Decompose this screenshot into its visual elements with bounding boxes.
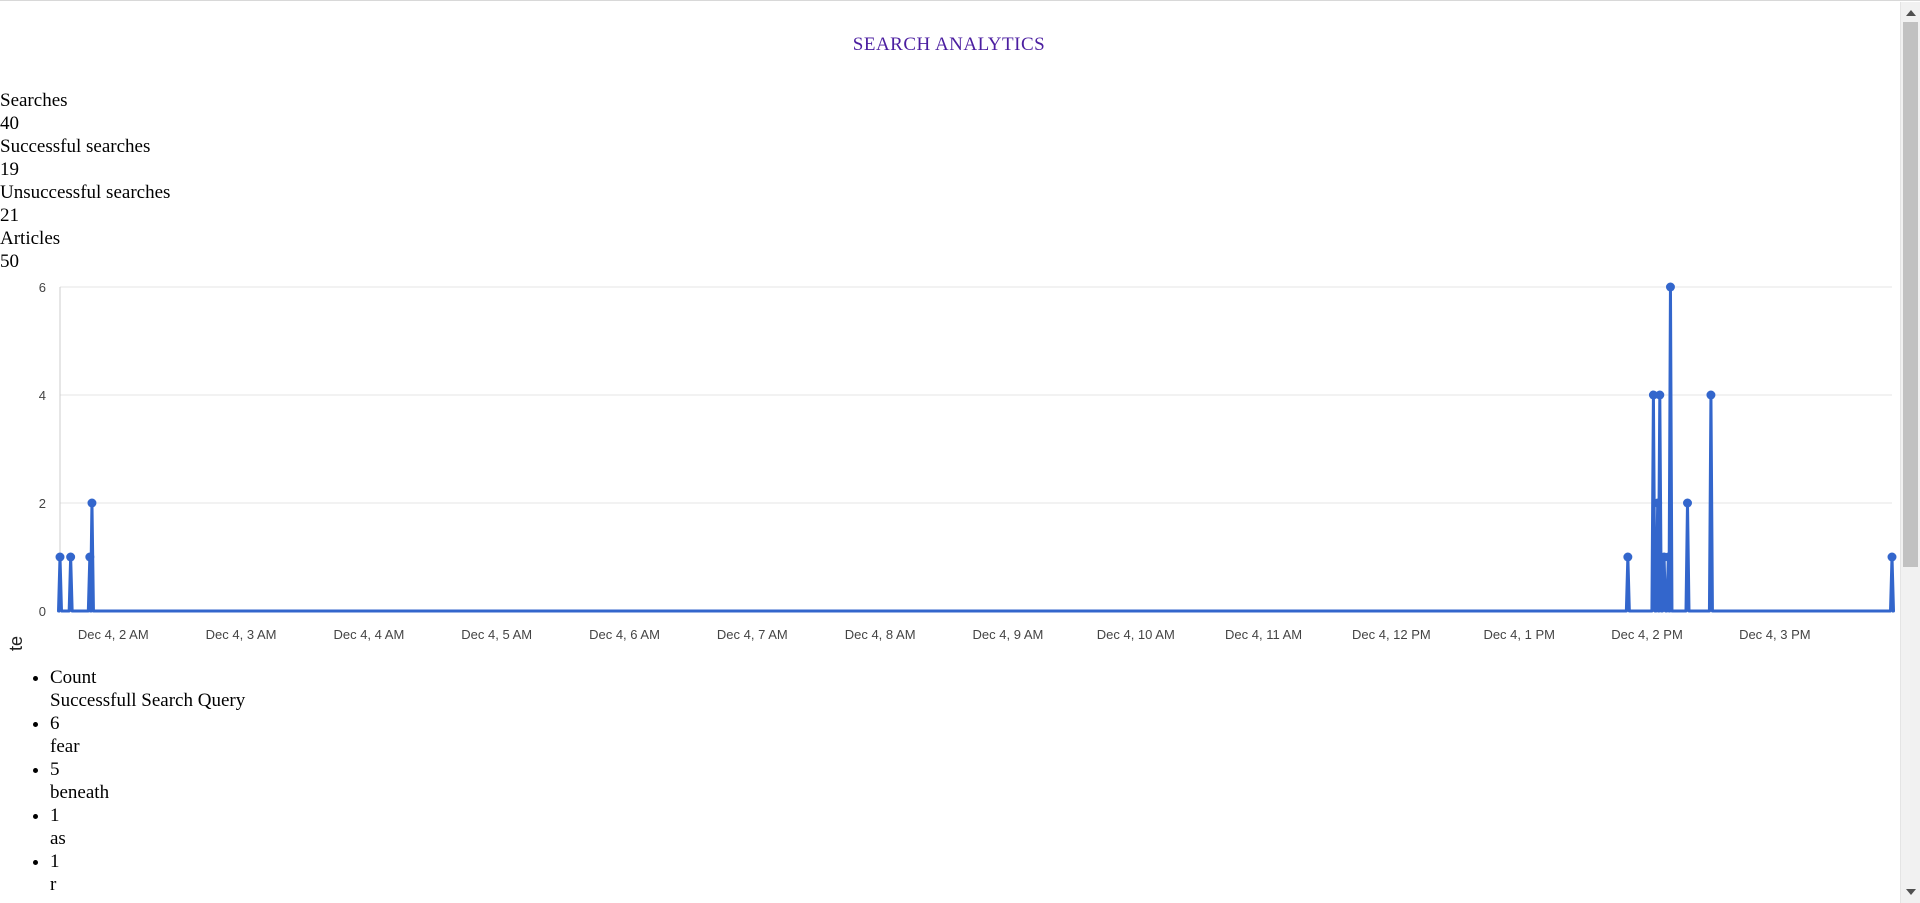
x-tick-label: Dec 4, 3 AM [206,627,277,642]
y-tick-label: 2 [39,496,46,511]
stat-value-unsuccessful: 21 [0,205,19,226]
x-tick-label: Dec 4, 12 PM [1352,627,1431,642]
x-tick-label: Dec 4, 9 AM [973,627,1044,642]
data-point [85,552,95,562]
data-point [1648,390,1658,400]
data-point [55,552,65,562]
page-title: SEARCH ANALYTICS [852,34,1046,55]
y-axis-title: Searches per minute [6,636,26,651]
chart-grid [59,286,1892,612]
list-item: 1 r [50,850,245,896]
data-point [1663,552,1673,562]
query-count: 6 [50,713,60,734]
x-tick-label: Dec 4, 4 AM [333,627,404,642]
data-point [1655,390,1665,400]
data-point [1665,282,1675,292]
stat-value-successful: 19 [0,159,19,180]
scroll-thumb[interactable] [1903,22,1918,567]
series-line [57,285,1895,613]
stat-label-articles: Articles [0,228,61,249]
list-item: 1 as [50,804,245,850]
page-scrollbar[interactable] [1900,2,1920,903]
stat-value-articles: 50 [0,251,19,272]
searches-per-minute-chart: Dec 4, 2 AM Dec 4, 3 AM Dec 4, 4 AM Dec 4, … [6,280,1897,651]
x-tick-label: Dec 4, 2 AM [78,627,149,642]
search-query-list: Count Successfull Search Query 6 fear 5 … [0,666,245,896]
data-point [1887,552,1897,562]
scroll-up-arrow-icon[interactable] [1906,10,1916,16]
x-tick-label: Dec 4, 5 AM [461,627,532,642]
query-count: 5 [50,759,60,780]
query-text: as [50,828,66,849]
data-point [1682,498,1692,508]
query-count: 1 [50,805,60,826]
x-tick-label: Dec 4, 3 PM [1739,627,1811,642]
y-tick-label: 4 [39,388,46,403]
stat-value-searches: 40 [0,113,19,134]
y-axis-labels: 0 2 4 6 [39,280,46,619]
y-tick-label: 0 [39,604,46,619]
x-tick-label: Dec 4, 1 PM [1483,627,1555,642]
data-point [66,552,76,562]
x-tick-label: Dec 4, 6 AM [589,627,660,642]
query-count: 1 [50,851,60,872]
stats-summary: Searches 40 Successful searches 19 Unsuc… [0,89,170,273]
x-tick-label: Dec 4, 8 AM [845,627,916,642]
x-tick-label: Dec 4, 2 PM [1611,627,1683,642]
data-point [87,498,97,508]
query-text: beneath [50,782,110,803]
data-point [1706,390,1716,400]
query-count: Count [50,667,97,688]
stat-label-successful: Successful searches [0,136,151,157]
scroll-down-arrow-icon[interactable] [1906,889,1916,895]
list-item: 6 fear [50,712,245,758]
query-text: fear [50,736,80,757]
query-text: r [50,874,57,895]
stat-label-unsuccessful: Unsuccessful searches [0,182,171,203]
stat-label-searches: Searches [0,90,68,111]
series-layer [55,282,1897,613]
query-text: Successfull Search Query [50,690,246,711]
data-point [1623,552,1633,562]
y-tick-label: 6 [39,280,46,295]
data-point [1653,498,1663,508]
list-item: Count Successfull Search Query [50,666,245,712]
x-tick-label: Dec 4, 7 AM [717,627,788,642]
x-axis-labels: Dec 4, 2 AM Dec 4, 3 AM Dec 4, 4 AM Dec 4, … [78,627,1811,642]
x-tick-label: Dec 4, 11 AM [1225,627,1302,642]
x-tick-label: Dec 4, 10 AM [1097,627,1175,642]
list-item: 5 beneath [50,758,245,804]
